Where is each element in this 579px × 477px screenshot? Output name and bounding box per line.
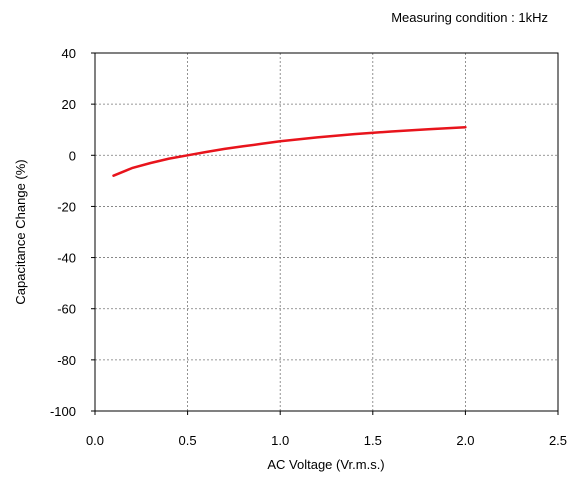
y-tick-label: 20 bbox=[62, 97, 76, 112]
y-axis-label: Capacitance Change (%) bbox=[13, 159, 28, 304]
x-tick-label: 2.5 bbox=[549, 433, 567, 448]
y-tick-label: -20 bbox=[57, 199, 76, 214]
y-tick-label: 0 bbox=[69, 148, 76, 163]
x-axis-label: AC Voltage (Vr.m.s.) bbox=[267, 457, 384, 472]
grid-lines bbox=[95, 53, 558, 411]
y-tick-label: -40 bbox=[57, 251, 76, 266]
plot-area-frame bbox=[94, 52, 559, 412]
x-tick-label: 1.0 bbox=[271, 433, 289, 448]
x-axis-ticks: 0.0 0.5 1.0 1.5 2.0 2.5 bbox=[86, 411, 567, 448]
y-tick-label: -100 bbox=[50, 404, 76, 419]
series-line-0 bbox=[112, 125, 467, 177]
x-tick-label: 2.0 bbox=[456, 433, 474, 448]
y-tick-label: 40 bbox=[62, 46, 76, 61]
x-tick-label: 1.5 bbox=[364, 433, 382, 448]
y-tick-label: -60 bbox=[57, 302, 76, 317]
y-axis-ticks: 40 20 0 -20 -40 -60 -80 -100 bbox=[50, 46, 95, 419]
x-tick-label: 0.5 bbox=[179, 433, 197, 448]
y-tick-label: -80 bbox=[57, 353, 76, 368]
measuring-condition-note: Measuring condition : 1kHz bbox=[391, 10, 548, 25]
x-tick-label: 0.0 bbox=[86, 433, 104, 448]
series-group bbox=[112, 125, 467, 177]
